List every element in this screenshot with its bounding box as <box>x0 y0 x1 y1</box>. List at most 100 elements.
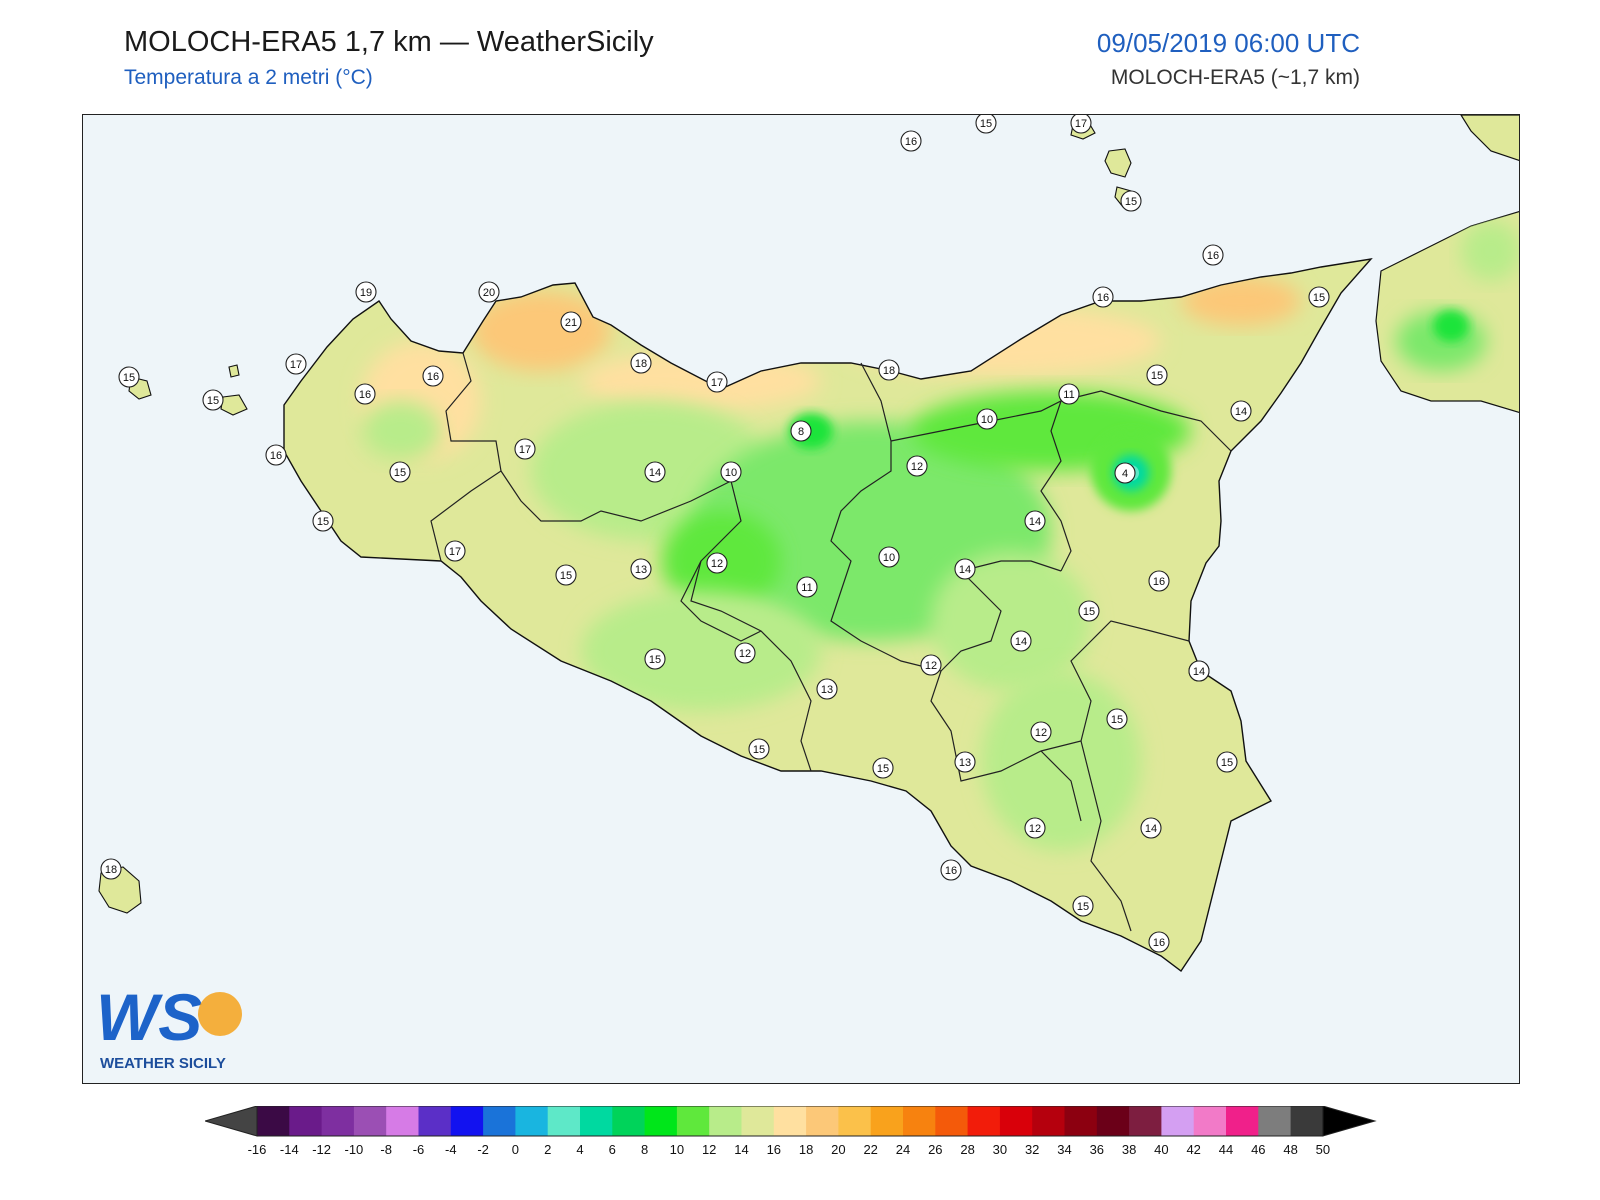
colorbar-tick-label: -6 <box>413 1142 425 1157</box>
station-value: 15 <box>1313 292 1325 304</box>
colorbar-swatch <box>483 1106 516 1136</box>
station-marker: 16 <box>265 444 287 466</box>
colorbar-tick-label: 40 <box>1154 1142 1168 1157</box>
colorbar-right-arrow <box>1322 1105 1377 1137</box>
colorbar-swatch <box>450 1106 484 1136</box>
station-marker: 15 <box>555 564 577 586</box>
station-value: 20 <box>483 287 495 299</box>
station-marker: 15 <box>1216 751 1238 773</box>
station-marker: 16 <box>422 365 444 387</box>
model-name: MOLOCH-ERA5 (~1,7 km) <box>1110 66 1360 89</box>
station-value: 15 <box>1125 196 1137 208</box>
colorbar-swatch <box>709 1106 742 1136</box>
station-marker: 13 <box>630 558 652 580</box>
station-marker: 15 <box>1146 364 1168 386</box>
station-value: 14 <box>1235 406 1247 418</box>
colorbar-tick-label: 8 <box>641 1142 648 1157</box>
station-value: 19 <box>360 287 372 299</box>
colorbar-swatch <box>773 1106 807 1136</box>
station-marker: 15 <box>312 510 334 532</box>
station-marker: 14 <box>1010 630 1032 652</box>
station-marker: 13 <box>954 751 976 773</box>
station-markers: 16 15 17 15 16 15 19 20 21 15 15 17 16 16 16 15 15 17 17 18… <box>100 115 1330 953</box>
map-subtitle: Temperatura a 2 metri (°C) <box>124 66 373 89</box>
colorbar-tick-label: 10 <box>670 1142 684 1157</box>
colorbar-tick-label: 38 <box>1122 1142 1136 1157</box>
station-value: 13 <box>821 684 833 696</box>
colorbar-swatch <box>838 1106 872 1136</box>
station-marker: 15 <box>1308 286 1330 308</box>
colorbar-swatch <box>1161 1106 1195 1136</box>
station-marker: 15 <box>1120 190 1142 212</box>
colorbar-swatch <box>547 1106 581 1136</box>
station-value: 16 <box>427 371 439 383</box>
station-marker: 12 <box>706 552 728 574</box>
station-value: 16 <box>1153 576 1165 588</box>
station-value: 15 <box>560 570 572 582</box>
station-marker: 14 <box>1024 510 1046 532</box>
station-marker: 20 <box>478 281 500 303</box>
colorbar-tick-label: 2 <box>544 1142 551 1157</box>
colorbar-swatch <box>1226 1106 1259 1136</box>
colorbar-tick-label: 20 <box>831 1142 845 1157</box>
station-marker: 15 <box>975 115 997 134</box>
station-value: 17 <box>290 359 302 371</box>
station-value: 15 <box>1221 757 1233 769</box>
station-marker: 16 <box>1148 931 1170 953</box>
station-value: 16 <box>1153 937 1165 949</box>
map-title: MOLOCH-ERA5 1,7 km — WeatherSicily <box>124 26 654 58</box>
colorbar-tick-label: -4 <box>445 1142 457 1157</box>
logo-letters: WS <box>96 982 202 1054</box>
colorbar-tick-label: 18 <box>799 1142 813 1157</box>
station-value: 15 <box>317 516 329 528</box>
station-value: 12 <box>1029 823 1041 835</box>
colorbar-swatch <box>676 1106 710 1136</box>
temperature-map: 16 15 17 15 16 15 19 20 21 15 15 17 16 16 16 15 15 17 17 18… <box>82 114 1520 1084</box>
station-marker: 17 <box>444 540 466 562</box>
station-marker: 15 <box>1072 895 1094 917</box>
station-value: 18 <box>105 864 117 876</box>
station-marker: 16 <box>1202 244 1224 266</box>
colorbar-tick-label: 22 <box>863 1142 877 1157</box>
colorbar-tick-label: 44 <box>1219 1142 1233 1157</box>
temperature-colorbar: -16 -14 -12 -10 -8 -6 -4 -2 0 2 4 6 8 10 12 14 16 18 20 22 2… <box>203 1105 1405 1171</box>
colorbar-swatch <box>580 1106 613 1136</box>
station-value: 16 <box>1097 292 1109 304</box>
colorbar-tick-label: 42 <box>1186 1142 1200 1157</box>
station-value: 15 <box>1083 606 1095 618</box>
station-value: 16 <box>945 865 957 877</box>
colorbar-swatch <box>386 1106 419 1136</box>
station-marker: 17 <box>1070 115 1092 134</box>
station-marker: 16 <box>1092 286 1114 308</box>
station-marker: 21 <box>560 311 582 333</box>
colorbar-swatch <box>1129 1106 1162 1136</box>
colorbar-tick-label: 48 <box>1283 1142 1297 1157</box>
colorbar-tick-label: 0 <box>512 1142 519 1157</box>
station-marker: 15 <box>1106 708 1128 730</box>
weather-sicily-logo: WS WEATHER SICILY <box>96 980 256 1072</box>
station-value: 15 <box>123 372 135 384</box>
colorbar-swatch <box>935 1106 969 1136</box>
colorbar-tick-label: 46 <box>1251 1142 1265 1157</box>
station-value: 18 <box>635 358 647 370</box>
station-marker: 15 <box>644 648 666 670</box>
station-marker: 15 <box>389 461 411 483</box>
colorbar-swatch <box>903 1106 936 1136</box>
station-marker: 11 <box>1058 383 1080 405</box>
colorbar-swatch <box>515 1106 549 1136</box>
colorbar-swatch <box>257 1106 290 1136</box>
colorbar-swatch <box>418 1106 452 1136</box>
station-value: 14 <box>1145 823 1157 835</box>
colorbar-swatch <box>289 1106 323 1136</box>
colorbar-swatch <box>741 1106 775 1136</box>
colorbar-left-arrow <box>203 1105 258 1137</box>
colorbar-swatch <box>999 1106 1033 1136</box>
station-value: 13 <box>635 564 647 576</box>
colorbar-tick-label: 28 <box>960 1142 974 1157</box>
colorbar-tick-label: 26 <box>928 1142 942 1157</box>
station-value: 12 <box>925 660 937 672</box>
colorbar-tick-label: -8 <box>380 1142 392 1157</box>
colorbar-tick-label: 16 <box>767 1142 781 1157</box>
station-marker: 12 <box>906 455 928 477</box>
station-marker: 17 <box>514 438 536 460</box>
